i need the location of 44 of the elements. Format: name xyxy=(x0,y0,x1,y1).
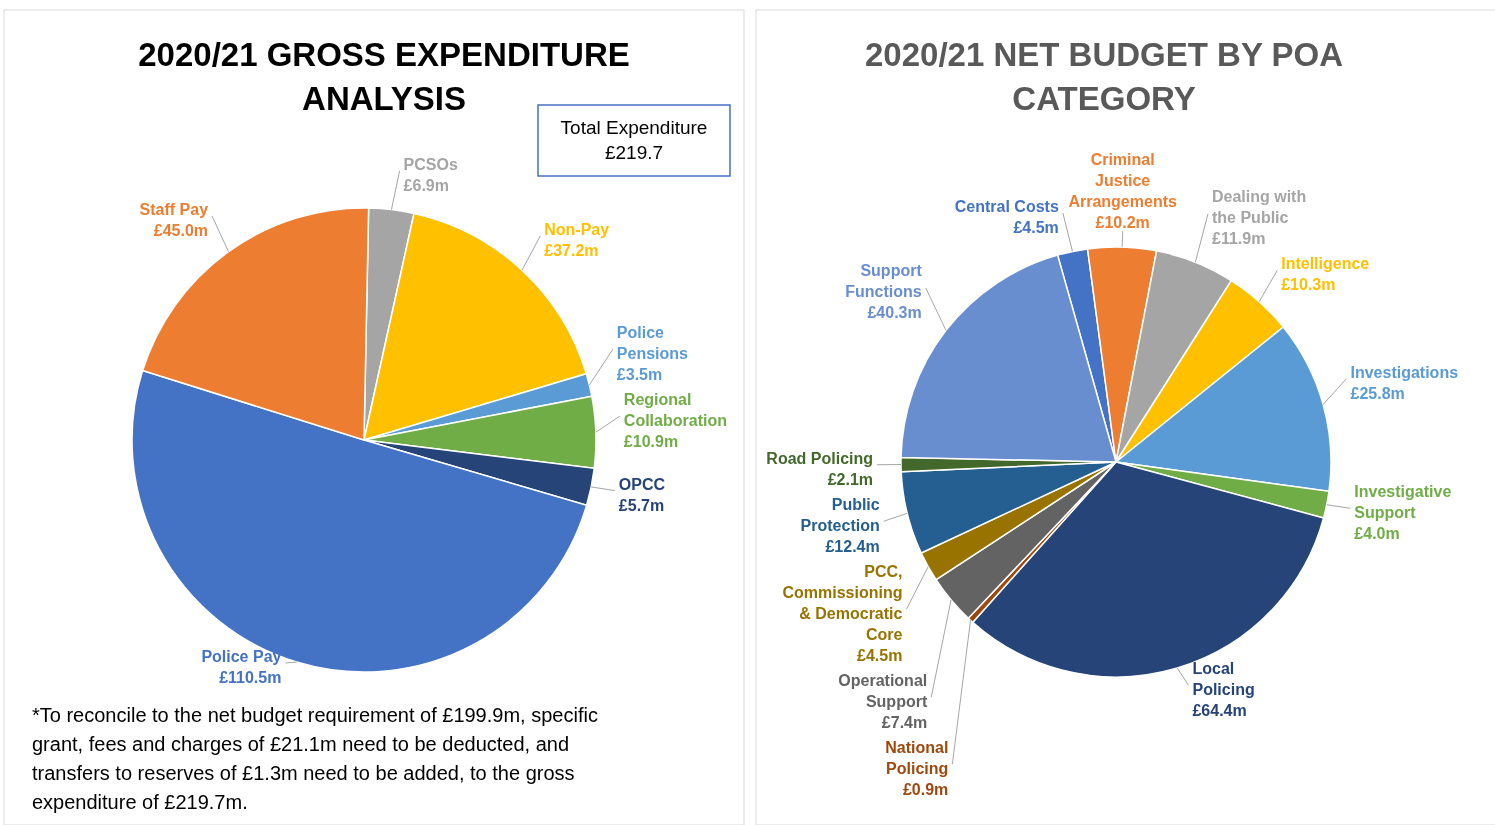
slice-label: Regional Collaboration xyxy=(623,390,727,429)
slice-label: Local Policing xyxy=(1192,659,1255,698)
slice-label: OPCC xyxy=(618,475,666,493)
slice-label: National Policing xyxy=(885,738,949,777)
data-label: £7.4m xyxy=(881,713,928,731)
data-label: £2.1m xyxy=(827,470,874,488)
slice-label: PCSOs xyxy=(403,155,458,173)
data-label: £5.7m xyxy=(618,496,665,514)
slice-label: Non-Pay xyxy=(544,220,610,238)
slice-label: Central Costs xyxy=(954,197,1059,215)
data-label: £25.8m xyxy=(1350,384,1405,402)
slice-label: Criminal Justice Arrangements xyxy=(1068,151,1177,211)
data-label: £45.0m xyxy=(153,222,209,240)
slice-label: PCC, Commissioning & Democratic Core xyxy=(782,562,903,643)
data-label: £10.3m xyxy=(1281,276,1336,294)
slice-label: Intelligence xyxy=(1281,255,1370,273)
data-label: £40.3m xyxy=(867,304,922,322)
slice-label: Public Protection xyxy=(800,495,880,534)
data-label: £4.5m xyxy=(1013,218,1059,236)
data-label: £0.9m xyxy=(902,780,949,798)
data-label: £6.9m xyxy=(403,176,449,194)
slice-label: Investigations xyxy=(1350,363,1459,381)
text: *To reconcile to the net budget requirement of £199.9m, specific grant, fees and charges of £21.1m need to be deducted, and transfers to reserves of £1.3m need to be added, to the gross expenditure of £219.7m. xyxy=(32,704,598,813)
slice-label: Dealing with the Public xyxy=(1211,188,1307,227)
data-label: £110.5m xyxy=(219,669,282,686)
data-label: £11.9m xyxy=(1211,230,1266,248)
data-label: £64.4m xyxy=(1192,701,1247,719)
data-label: £12.4m xyxy=(825,537,880,555)
chart-title: 2020/21 NET BUDGET BY POA CATEGORY xyxy=(864,36,1344,117)
slice-label: Operational Support xyxy=(838,671,928,710)
slice-label: Police Pensions xyxy=(616,323,689,362)
slice-label: Police Pay xyxy=(201,648,282,665)
data-label: £10.9m xyxy=(623,432,679,450)
data-label: £3.5m xyxy=(616,365,663,383)
data-label: £4.5m xyxy=(857,646,903,664)
slice-label: Road Policing xyxy=(766,449,874,467)
data-label: £4.0m xyxy=(1354,524,1400,542)
data-label: £37.2m xyxy=(544,241,599,259)
slice-label: Support Functions xyxy=(845,262,923,301)
text: Total Expenditure £219.7 xyxy=(560,117,708,163)
data-label: £10.2m xyxy=(1095,214,1150,232)
chart-title: 2020/21 GROSS EXPENDITURE ANALYSIS xyxy=(138,36,630,117)
slice-label: Staff Pay xyxy=(139,201,209,219)
slice-label: Investigative Support xyxy=(1354,482,1452,521)
